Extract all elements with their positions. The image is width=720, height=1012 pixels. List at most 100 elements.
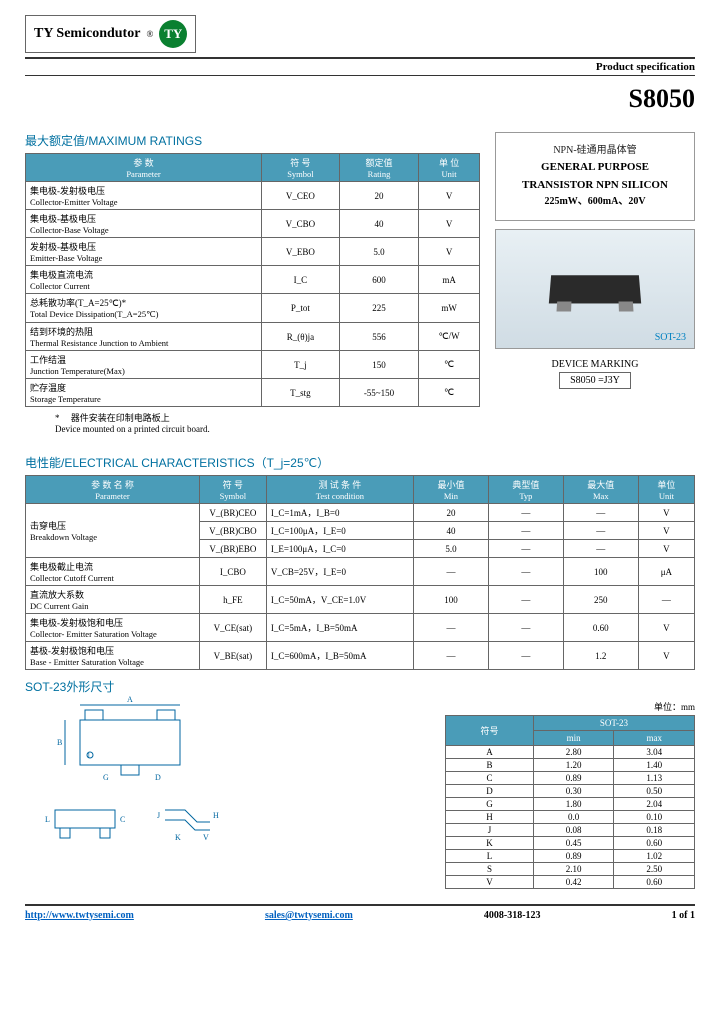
table-row: V0.420.60 xyxy=(446,876,695,889)
table-row: 集电极直流电流Collector CurrentI_C600mA xyxy=(26,266,480,294)
footer-url[interactable]: http://www.twtysemi.com xyxy=(25,910,134,921)
dim-unit: 单位：mm xyxy=(445,700,695,713)
pin-detail-drawing: H K V J xyxy=(155,800,245,850)
dimensions-table: 符号SOT-23 minmax A2.803.04B1.201.40C0.891… xyxy=(445,715,695,889)
table-row: 贮存温度Storage TemperatureT_stg-55~150℃ xyxy=(26,379,480,407)
ec-th: 最小值 xyxy=(418,478,484,491)
side-view-drawing: L C xyxy=(45,800,125,850)
package-image: SOT-23 xyxy=(495,229,695,349)
svg-text:A: A xyxy=(127,695,133,704)
table-row: 发射极-基极电压Emitter-Base VoltageV_EBO5.0V xyxy=(26,238,480,266)
table-row: L0.891.02 xyxy=(446,850,695,863)
ec-th: Symbol xyxy=(204,491,262,501)
part-number: S8050 xyxy=(25,84,695,114)
pin-icon xyxy=(556,302,571,312)
dim-th: SOT-23 xyxy=(533,716,694,731)
svg-text:K: K xyxy=(175,833,181,842)
marking-label: DEVICE MARKING xyxy=(495,359,695,370)
table-row: 集电极-基极电压Collector-Base VoltageV_CBO40V xyxy=(26,210,480,238)
th-sym-en: Symbol xyxy=(266,169,335,179)
ec-th: 典型值 xyxy=(493,478,559,491)
pin-icon xyxy=(619,302,634,312)
svg-text:L: L xyxy=(45,815,50,824)
table-row: 集电极截止电流Collector Cutoff CurrentI_CBOV_CB… xyxy=(26,558,695,586)
ec-th: Test condition xyxy=(271,491,409,501)
dimensions-title: SOT-23外形尺寸 xyxy=(25,678,695,695)
table-row: D0.300.50 xyxy=(446,785,695,798)
table-row: S2.102.50 xyxy=(446,863,695,876)
footer-email[interactable]: sales@twtysemi.com xyxy=(265,910,353,921)
table-row: C0.891.13 xyxy=(446,772,695,785)
th-sym-cn: 符 号 xyxy=(266,156,335,169)
footer-page: 1 of 1 xyxy=(672,910,695,921)
prod-en1: GENERAL PURPOSE xyxy=(506,159,684,177)
svg-text:B: B xyxy=(57,738,62,747)
svg-text:H: H xyxy=(213,811,219,820)
brand-logo-box: TY Semicondutor® TY xyxy=(25,15,196,53)
table-row: 集电极-发射极电压Collector-Emitter VoltageV_CEO2… xyxy=(26,182,480,210)
ec-th: 单位 xyxy=(643,478,690,491)
dim-th: 符号 xyxy=(446,716,534,746)
svg-text:1: 1 xyxy=(87,752,91,760)
svg-text:V: V xyxy=(203,833,209,842)
table-row: 基极-发射极饱和电压Base - Emitter Saturation Volt… xyxy=(26,642,695,670)
svg-text:C: C xyxy=(120,815,125,824)
table-row: A2.803.04 xyxy=(446,746,695,759)
th-rating-cn: 额定值 xyxy=(344,156,414,169)
th-param-en: Parameter xyxy=(30,169,257,179)
table-row: 击穿电压Breakdown VoltageV_(BR)CEOI_C=1mA，I_… xyxy=(26,504,695,522)
footer-phone: 4008-318-123 xyxy=(484,910,541,921)
table-row: 工作结温Junction Temperature(Max)T_j150℃ xyxy=(26,351,480,379)
svg-text:D: D xyxy=(155,773,161,782)
ec-th: 测 试 条 件 xyxy=(271,478,409,491)
table-row: 结到环境的热阻Thermal Resistance Junction to Am… xyxy=(26,323,480,351)
svg-text:G: G xyxy=(103,773,109,782)
package-label: SOT-23 xyxy=(655,332,686,343)
ratings-section: 最大额定值/MAXIMUM RATINGS 参 数Parameter 符 号Sy… xyxy=(25,132,695,444)
th-unit-en: Unit xyxy=(423,169,475,179)
table-row: B1.201.40 xyxy=(446,759,695,772)
max-ratings-table: 参 数Parameter 符 号Symbol 额定值Rating 单 位Unit… xyxy=(25,153,480,407)
note-en: Device mounted on a printed circuit boar… xyxy=(55,424,210,434)
ratings-note: * 器件安装在印制电路板上 Device mounted on a printe… xyxy=(55,411,480,434)
table-row: 直流放大系数DC Current Gainh_FEI_C=50mA，V_CE=1… xyxy=(26,586,695,614)
ec-th: Parameter xyxy=(30,491,195,501)
note-cn: * 器件安装在印制电路板上 xyxy=(55,413,170,423)
ec-th: 最大值 xyxy=(568,478,634,491)
product-spec-label: Product specification xyxy=(25,61,695,76)
ec-th: Max xyxy=(568,491,634,501)
product-description: NPN-硅通用晶体管 GENERAL PURPOSE TRANSISTOR NP… xyxy=(495,132,695,221)
chip-icon xyxy=(549,275,641,303)
device-marking: DEVICE MARKING S8050 =J3Y xyxy=(495,359,695,389)
th-param-cn: 参 数 xyxy=(30,156,257,169)
page-header: TY Semicondutor® TY xyxy=(25,15,695,59)
dim-th: min xyxy=(533,731,614,746)
ec-th: Typ xyxy=(493,491,559,501)
ec-th: 符 号 xyxy=(204,478,262,491)
ec-th: 参 数 名 称 xyxy=(30,478,195,491)
elec-char-table: 参 数 名 称Parameter 符 号Symbol 测 试 条 件Test c… xyxy=(25,475,695,670)
table-row: J0.080.18 xyxy=(446,824,695,837)
table-row: K0.450.60 xyxy=(446,837,695,850)
prod-specs: 225mW、600mA、20V xyxy=(506,194,684,210)
table-row: H0.00.10 xyxy=(446,811,695,824)
prod-cn: NPN-硅通用晶体管 xyxy=(506,143,684,159)
elec-char-title: 电性能/ELECTRICAL CHARACTERISTICS（T_j=25℃） xyxy=(25,454,695,471)
max-ratings-title: 最大额定值/MAXIMUM RATINGS xyxy=(25,132,480,149)
ec-th: Unit xyxy=(643,491,690,501)
dim-th: max xyxy=(614,731,695,746)
table-row: G1.802.04 xyxy=(446,798,695,811)
prod-en2: TRANSISTOR NPN SILICON xyxy=(506,177,684,195)
th-rating-en: Rating xyxy=(344,169,414,179)
dimensions-table-wrapper: 单位：mm 符号SOT-23 minmax A2.803.04B1.201.40… xyxy=(445,700,695,889)
ec-th: Min xyxy=(418,491,484,501)
package-drawings: B A G D 1 L C H K V J xyxy=(25,700,425,880)
table-row: 集电极-发射极饱和电压Collector- Emitter Saturation… xyxy=(26,614,695,642)
marking-value: S8050 =J3Y xyxy=(559,372,631,389)
brand-logo-icon: TY xyxy=(159,20,187,48)
top-view-drawing: B A G D 1 xyxy=(65,705,195,775)
page-footer: http://www.twtysemi.com sales@twtysemi.c… xyxy=(25,904,695,921)
table-row: 总耗散功率(T_A=25℃)*Total Device Dissipation(… xyxy=(26,294,480,323)
th-unit-cn: 单 位 xyxy=(423,156,475,169)
svg-text:J: J xyxy=(157,811,160,820)
